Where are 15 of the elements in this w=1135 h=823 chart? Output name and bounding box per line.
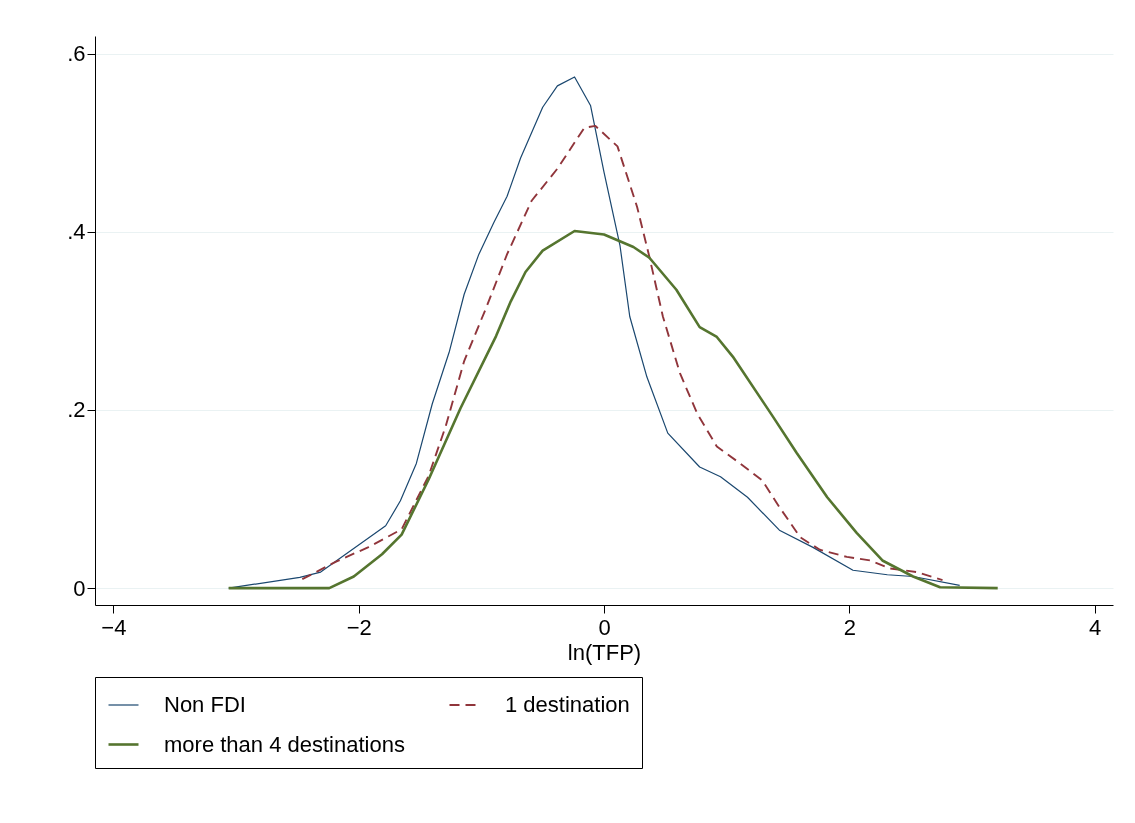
legend-label: more than 4 destinations bbox=[164, 731, 405, 757]
legend-label: 1 destination bbox=[505, 692, 630, 717]
x-axis-title: ln(TFP) bbox=[567, 639, 642, 665]
y-tick-label: .4 bbox=[67, 219, 86, 245]
legend-label: Non FDI bbox=[164, 692, 246, 717]
y-tick-label: .2 bbox=[67, 397, 86, 423]
line-series bbox=[301, 124, 944, 582]
y-tick-label: 0 bbox=[73, 575, 86, 601]
x-tick-label: 0 bbox=[598, 614, 611, 640]
x-tick-label: 4 bbox=[1088, 614, 1102, 640]
x-tick-label: −2 bbox=[346, 614, 372, 640]
x-tick-label: −4 bbox=[101, 614, 127, 640]
x-tick-label: 2 bbox=[843, 614, 856, 640]
y-tick-label: .6 bbox=[67, 41, 86, 67]
line-series bbox=[227, 229, 1000, 590]
